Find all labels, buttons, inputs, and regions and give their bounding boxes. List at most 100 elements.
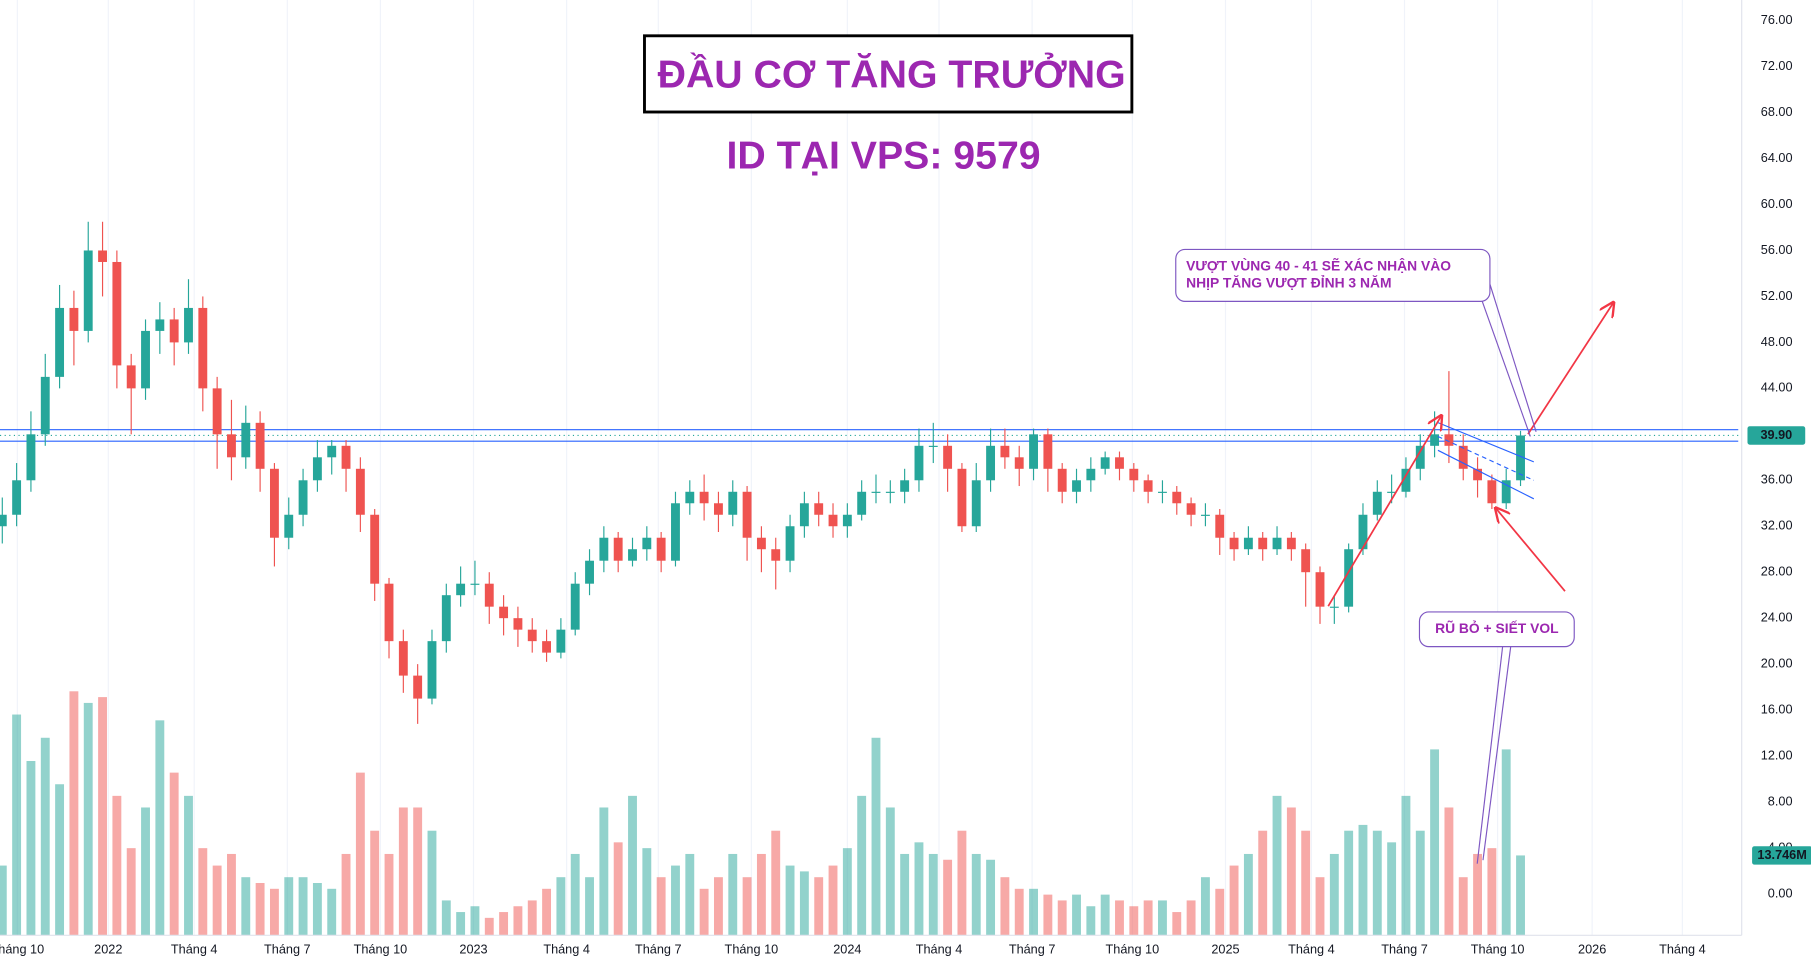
- volume-bar: [1186, 900, 1196, 936]
- candle-body: [914, 445, 924, 481]
- note-box: [1175, 248, 1491, 302]
- y-tick-label: 8.00: [1768, 794, 1793, 808]
- volume-bar: [928, 853, 938, 936]
- volume-bar: [26, 761, 36, 936]
- x-tick-label: 2025: [1211, 943, 1239, 957]
- candle-body: [814, 503, 824, 515]
- volume-bar: [499, 912, 509, 936]
- volume-bar: [1072, 894, 1081, 936]
- y-tick-label: 68.00: [1761, 105, 1793, 119]
- candle-body: [671, 503, 680, 561]
- volume-bar: [828, 865, 838, 936]
- candle-body: [1516, 435, 1525, 481]
- candle-body: [126, 365, 136, 389]
- volume-bar: [986, 859, 996, 936]
- volume-bar: [885, 807, 895, 936]
- volume-bar: [728, 853, 738, 936]
- volume-bar: [1415, 830, 1425, 936]
- volume-bar: [470, 906, 480, 936]
- volume-bar: [914, 842, 924, 936]
- volume-bar: [570, 853, 580, 936]
- volume-bar: [0, 865, 7, 936]
- candle-body: [255, 422, 265, 469]
- candle-body: [427, 641, 437, 699]
- note-box: [1418, 611, 1575, 648]
- volume-bar: [1344, 830, 1354, 936]
- volume-bar: [1100, 894, 1110, 936]
- volume-bar: [642, 848, 652, 936]
- volume-bar: [83, 702, 93, 936]
- candle-body: [585, 560, 594, 584]
- candle-body: [842, 514, 852, 527]
- volume-bar: [1487, 848, 1497, 936]
- volume-bar: [957, 830, 967, 936]
- candle-body: [112, 261, 122, 366]
- y-tick-label: 72.00: [1761, 59, 1793, 73]
- volume-bar: [212, 865, 222, 936]
- candle-body: [785, 526, 795, 561]
- y-tick-label: 64.00: [1761, 151, 1793, 165]
- candle-body: [69, 307, 79, 331]
- volume-bar: [1473, 853, 1482, 936]
- volume-bar: [1444, 807, 1454, 936]
- candles: [0, 221, 1525, 724]
- arrow: [1527, 303, 1613, 435]
- candle-body: [1086, 468, 1096, 481]
- volume-bar: [269, 888, 279, 936]
- callout-line: [1482, 646, 1512, 861]
- callout-line: [1481, 300, 1531, 437]
- candle-body: [1158, 491, 1167, 493]
- volume-bar: [312, 883, 322, 936]
- volume-bar: [40, 737, 50, 936]
- candle-body: [799, 503, 809, 527]
- volume-bar: [799, 871, 809, 936]
- x-tick-label: Tháng 4: [1659, 943, 1706, 957]
- volume-bar: [198, 848, 208, 936]
- volume-bar: [484, 917, 494, 936]
- x-tick-label: Tháng 10: [1106, 943, 1160, 957]
- annotation: NHỊP TĂNG VƯỢT ĐỈNH 3 NĂM: [1186, 275, 1391, 291]
- volume-bar: [542, 888, 552, 936]
- volume-bar: [671, 865, 680, 936]
- volume-bar: [441, 900, 451, 936]
- candle-body: [1372, 491, 1382, 515]
- callout-line: [1489, 283, 1537, 433]
- chart-subtitle: ID TẠI VPS: 9579: [726, 134, 1040, 178]
- candle-body: [885, 491, 895, 493]
- candle-body: [513, 618, 523, 630]
- volume-bar: [1258, 830, 1268, 936]
- candle-body: [370, 514, 380, 584]
- y-tick-label: 44.00: [1761, 381, 1793, 395]
- candle-body: [1487, 480, 1497, 504]
- volume-bar: [871, 737, 881, 936]
- candle-body: [928, 445, 938, 447]
- volume-bar: [1129, 906, 1139, 936]
- volume-bar: [327, 888, 337, 936]
- channel-line: [1437, 449, 1535, 500]
- volume-bar: [413, 807, 423, 936]
- y-tick-label: 20.00: [1761, 656, 1793, 670]
- volume-bar: [398, 807, 408, 936]
- candle-body: [1129, 468, 1139, 481]
- volume-bar: [513, 906, 523, 936]
- y-tick-label: 24.00: [1761, 611, 1793, 625]
- volume-bar: [527, 900, 537, 936]
- candle-body: [441, 595, 451, 642]
- candle-body: [1501, 480, 1511, 504]
- volume-bar: [69, 691, 79, 936]
- title-box: [643, 34, 1134, 114]
- last-price-tag: [1747, 426, 1806, 445]
- candle-body: [312, 457, 322, 481]
- volume-bar: [1501, 749, 1511, 936]
- candle-body: [398, 641, 408, 676]
- y-tick-label: 56.00: [1761, 243, 1793, 257]
- volume-bar: [628, 795, 637, 936]
- x-tick-label: Tháng 10: [0, 943, 44, 957]
- arrow: [1496, 508, 1566, 592]
- candle-body: [1387, 491, 1397, 493]
- last-volume-tag: [1752, 846, 1811, 865]
- volume-bar: [284, 877, 294, 936]
- candle-body: [284, 514, 294, 538]
- volume-bar: [126, 848, 136, 936]
